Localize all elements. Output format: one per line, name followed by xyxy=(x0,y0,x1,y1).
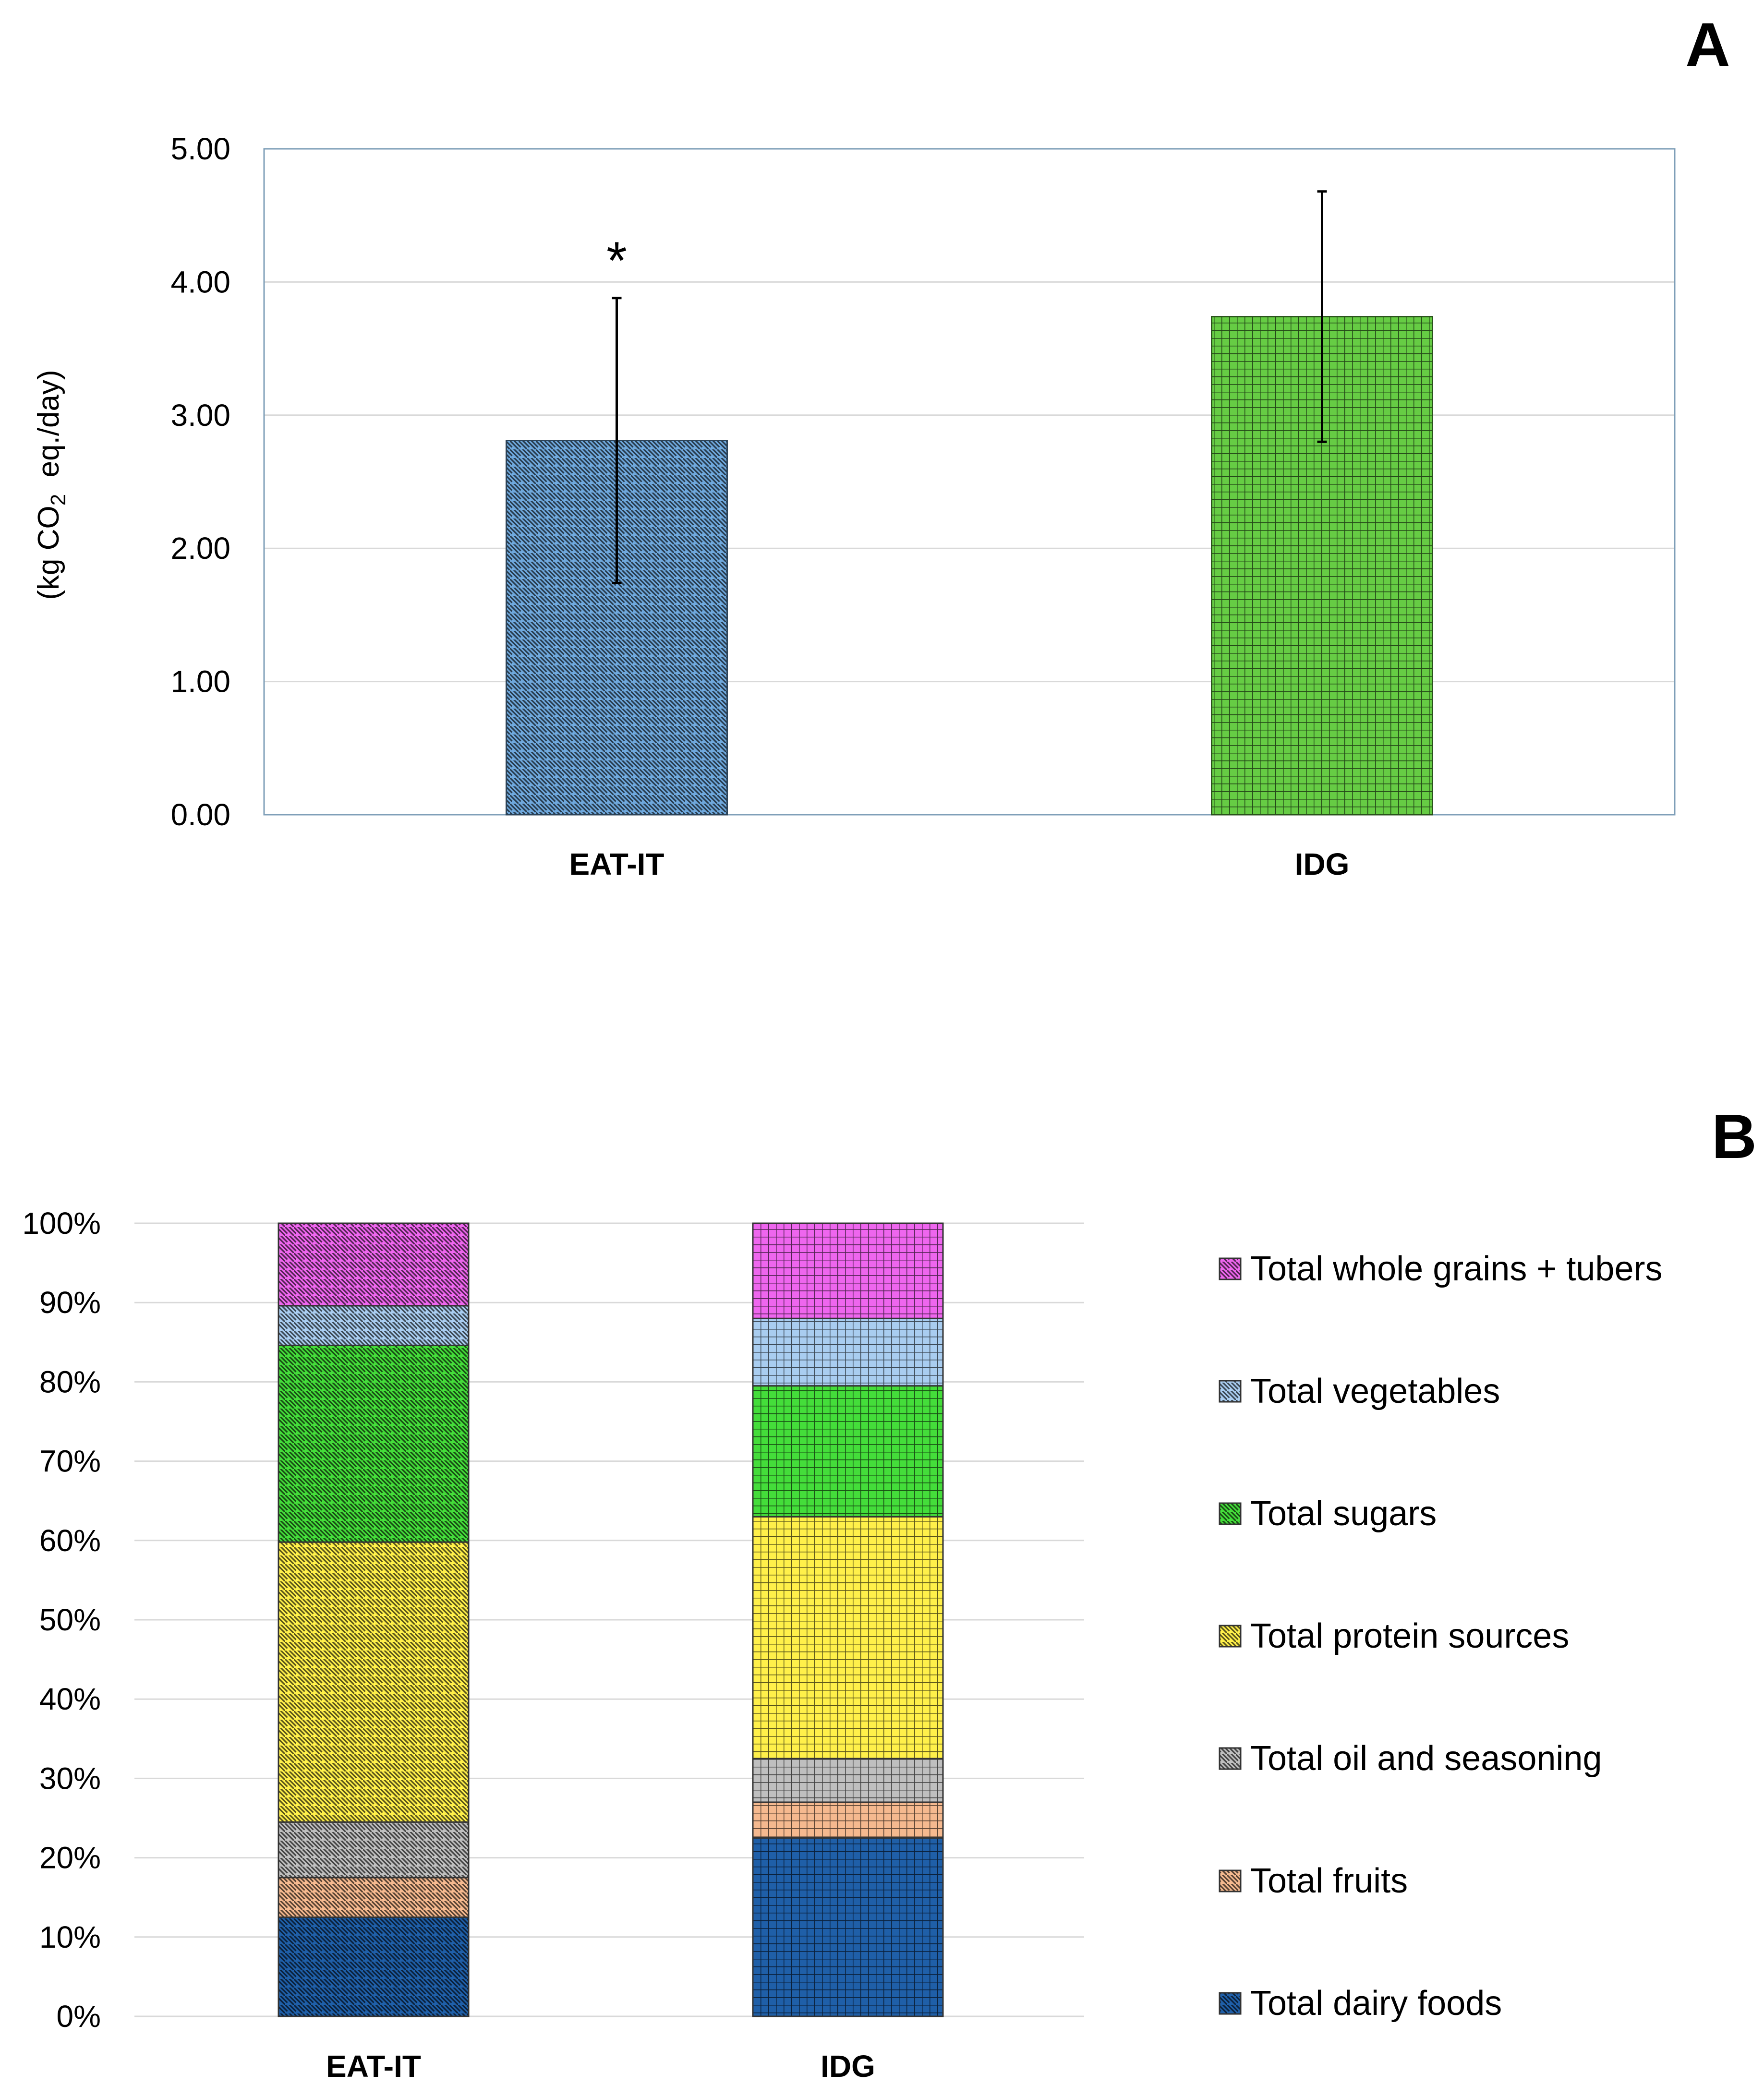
b-segment-eat-it-2 xyxy=(278,1821,470,1879)
legend-item: Total vegetables xyxy=(1219,1372,1500,1410)
a-y-label-prefix: (kg CO xyxy=(32,506,65,600)
legend-swatch xyxy=(1219,1380,1242,1403)
b-category-label: EAT-IT xyxy=(326,2049,421,2084)
b-y-tick-label: 0% xyxy=(57,1999,101,2034)
legend-swatch xyxy=(1219,1869,1242,1892)
a-error-bars xyxy=(612,190,1327,584)
b-segment-idg-4 xyxy=(752,1385,944,1518)
b-y-tick-label: 60% xyxy=(39,1523,101,1558)
b-y-tick-label: 100% xyxy=(22,1206,101,1241)
b-segment-idg-3 xyxy=(752,1516,944,1760)
a-y-axis-label: (kg CO2 eq./day) xyxy=(32,370,70,600)
b-segment-eat-it-4 xyxy=(278,1344,470,1543)
b-segment-idg-2 xyxy=(752,1758,944,1803)
b-category-label: IDG xyxy=(821,2049,875,2084)
a-bars xyxy=(506,316,1433,816)
a-category-label: EAT-IT xyxy=(569,847,665,881)
b-y-tick-label: 30% xyxy=(39,1761,101,1796)
legend-item: Total dairy foods xyxy=(1219,1984,1502,2023)
a-y-tick-label: 2.00 xyxy=(170,531,230,566)
a-error-bar-eat-it xyxy=(612,297,622,584)
legend-swatch xyxy=(1219,1502,1242,1525)
panel-a: A 0.00 1.00 2.00 3.00 4.00 5.00 EAT-IT IDG * (… xyxy=(32,10,1730,881)
legend-swatch xyxy=(1219,1992,1242,2015)
legend-item: Total protein sources xyxy=(1219,1617,1569,1655)
b-segment-eat-it-1 xyxy=(278,1877,470,1918)
legend-item: Total sugars xyxy=(1219,1494,1437,1533)
b-y-tick-label: 10% xyxy=(39,1920,101,1954)
b-y-tick-label: 90% xyxy=(39,1285,101,1320)
b-segment-eat-it-6 xyxy=(278,1222,470,1307)
b-y-tick-labels: 0% 10% 20% 30% 40% 50% 60% 70% 80% 90% 100% xyxy=(22,1206,101,2034)
panel-label-b: B xyxy=(1712,1101,1757,1171)
a-bar-idg xyxy=(1211,316,1433,816)
significance-asterisk: * xyxy=(606,231,627,290)
b-bar-idg xyxy=(752,1222,944,2017)
a-y-tick-label: 5.00 xyxy=(170,132,230,166)
b-bar-eat-it xyxy=(278,1222,470,2017)
legend-swatch xyxy=(1219,1257,1242,1280)
legend-label: Total vegetables xyxy=(1250,1372,1500,1410)
legend-label: Total whole grains + tubers xyxy=(1250,1250,1662,1288)
b-segment-idg-0 xyxy=(752,1837,944,2017)
legend-label: Total oil and seasoning xyxy=(1250,1739,1602,1778)
a-y-tick-label: 3.00 xyxy=(170,398,230,433)
b-y-tick-label: 80% xyxy=(39,1364,101,1399)
a-y-label-sub: 2 xyxy=(47,494,70,506)
b-category-labels: EAT-IT IDG xyxy=(326,2049,875,2084)
b-segment-idg-5 xyxy=(752,1317,944,1387)
a-y-tick-label: 0.00 xyxy=(170,797,230,832)
a-y-label-suffix: eq./day) xyxy=(32,370,65,494)
a-plot-frame xyxy=(263,148,1676,816)
b-y-tick-label: 40% xyxy=(39,1682,101,1716)
legend-label: Total fruits xyxy=(1250,1862,1408,1900)
b-y-tick-label: 70% xyxy=(39,1444,101,1479)
legend-item: Total fruits xyxy=(1219,1862,1408,1900)
a-category-labels: EAT-IT IDG xyxy=(569,847,1350,881)
a-y-tick-labels: 0.00 1.00 2.00 3.00 4.00 5.00 xyxy=(170,132,230,832)
panel-label-a: A xyxy=(1685,10,1730,80)
a-error-bar-idg xyxy=(1317,190,1327,443)
legend-swatch xyxy=(1219,1747,1242,1770)
legend-swatch xyxy=(1219,1625,1242,1648)
b-segment-idg-1 xyxy=(752,1801,944,1839)
a-gridlines xyxy=(264,148,1675,683)
legend-label: Total sugars xyxy=(1250,1494,1437,1533)
legend-item: Total oil and seasoning xyxy=(1219,1739,1602,1778)
legend-label: Total dairy foods xyxy=(1250,1984,1502,2023)
b-segment-idg-6 xyxy=(752,1222,944,1319)
a-y-tick-label: 1.00 xyxy=(170,664,230,699)
b-legend: Total whole grains + tubers Total vegetab… xyxy=(1219,1250,1662,2023)
b-segment-eat-it-0 xyxy=(278,1916,470,2017)
legend-item: Total whole grains + tubers xyxy=(1219,1250,1662,1288)
b-stacked-bars xyxy=(278,1222,944,2017)
b-segment-eat-it-5 xyxy=(278,1305,470,1346)
b-y-tick-label: 20% xyxy=(39,1841,101,1875)
b-segment-eat-it-3 xyxy=(278,1541,470,1823)
legend-label: Total protein sources xyxy=(1250,1617,1569,1655)
panel-b: B 0% 10% 20% 30% 40% 50% 60% 70% 80% 90% 100% EAT-… xyxy=(22,1101,1757,2084)
a-y-tick-label: 4.00 xyxy=(170,265,230,299)
a-category-label: IDG xyxy=(1295,847,1350,881)
b-y-tick-label: 50% xyxy=(39,1603,101,1637)
